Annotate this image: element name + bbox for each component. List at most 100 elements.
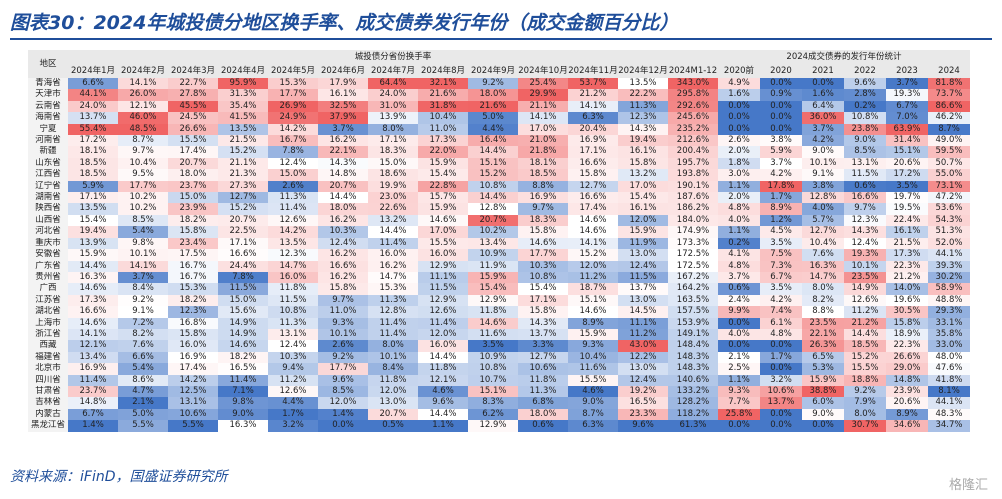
value-cell: 16.9%: [168, 351, 218, 364]
value-cell: 64.4%: [368, 78, 418, 90]
value-cell: 7.1%: [218, 385, 268, 398]
group-header: 2024成交债券的发行年份统计: [718, 50, 970, 64]
value-cell: 15.9%: [418, 203, 468, 215]
value-cell: 1.1%: [718, 226, 760, 238]
value-cell: 46.0%: [118, 112, 168, 124]
value-cell: 7.5%: [760, 249, 802, 261]
value-cell: 4.7%: [118, 385, 168, 398]
data-row: 安徽省 15.9% 10.1% 17.5% 16.6% 12.3% 16.2% 16.0% 16…: [28, 249, 970, 261]
value-cell: 8.9%: [760, 203, 802, 215]
value-cell: 73.1%: [928, 180, 970, 193]
value-cell: 3.7%: [118, 271, 168, 284]
value-cell: 14.4%: [844, 328, 886, 341]
data-row: 宁夏 55.4% 48.5% 26.6% 13.5% 14.2% 3.7% 8.0% 11.0%…: [28, 123, 970, 136]
value-cell: 13.5%: [218, 123, 268, 136]
value-cell: 1.2%: [760, 214, 802, 227]
value-cell: 10.9%: [468, 249, 518, 261]
value-cell: 0.0%: [760, 408, 802, 421]
value-cell: 16.1%: [618, 203, 668, 215]
value-cell: 12.3%: [844, 214, 886, 227]
value-cell: 8.8%: [802, 306, 844, 318]
value-cell: 17.3%: [68, 294, 118, 307]
region-cell: 江苏省: [28, 294, 68, 307]
data-row: 甘肃省 23.7% 4.7% 12.5% 7.1% 12.6% 8.5% 12.0% 4.6% 1…: [28, 385, 970, 398]
value-cell: 0.0%: [718, 123, 760, 136]
region-cell: 新疆: [28, 146, 68, 158]
value-cell: 12.0%: [418, 328, 468, 341]
value-cell: 33.1%: [928, 317, 970, 329]
value-cell: 25.8%: [718, 408, 760, 421]
value-cell: 29.0%: [886, 363, 928, 375]
column-header: 2024M1-12: [668, 64, 718, 78]
value-cell: 6.0%: [802, 397, 844, 409]
value-cell: 18.5%: [68, 169, 118, 181]
data-row: 福建省 13.4% 6.6% 16.9% 18.2% 10.3% 9.2% 10.1% 14.4…: [28, 351, 970, 364]
column-header: 2024年8月: [418, 64, 468, 78]
value-cell: 10.1%: [118, 249, 168, 261]
value-cell: 4.2%: [760, 294, 802, 307]
value-cell: 14.8%: [68, 397, 118, 409]
data-row: 重庆市 13.9% 9.8% 23.4% 17.1% 13.5% 12.4% 11.4% 15.…: [28, 237, 970, 250]
value-cell: 47.2%: [928, 192, 970, 204]
watermark: 格隆汇: [948, 478, 988, 493]
value-cell: 10.2%: [468, 226, 518, 238]
value-cell: 7.4%: [760, 306, 802, 318]
value-cell: 235.2%: [668, 123, 718, 136]
value-cell: 0.0%: [760, 100, 802, 113]
value-cell: 16.9%: [568, 135, 618, 147]
value-cell: 15.5%: [168, 135, 218, 147]
value-cell: 21.2%: [886, 271, 928, 284]
value-cell: 2.0%: [718, 192, 760, 204]
value-cell: 17.2%: [68, 135, 118, 147]
data-row: 江西省 18.5% 9.5% 18.0% 21.3% 15.0% 14.8% 18.6% 15.…: [28, 169, 970, 181]
value-cell: 0.0%: [802, 420, 844, 432]
value-cell: 6.7%: [886, 100, 928, 113]
value-cell: 20.6%: [886, 157, 928, 170]
value-cell: 14.7%: [802, 271, 844, 284]
value-cell: 12.6%: [268, 214, 318, 227]
value-cell: 9.5%: [118, 169, 168, 181]
value-cell: 11.4%: [68, 374, 118, 386]
value-cell: 10.4%: [568, 351, 618, 364]
value-cell: 14.9%: [218, 328, 268, 341]
value-cell: 17.7%: [318, 363, 368, 375]
value-cell: 14.6%: [68, 317, 118, 329]
value-cell: 45.5%: [168, 100, 218, 113]
value-cell: 3.5%: [886, 180, 928, 193]
column-header: 2024年4月: [218, 64, 268, 78]
region-cell: 内蒙古: [28, 408, 68, 421]
value-cell: 5.0%: [118, 408, 168, 421]
value-cell: 12.8%: [468, 203, 518, 215]
value-cell: 11.8%: [518, 374, 568, 386]
value-cell: 0.6%: [844, 180, 886, 193]
value-cell: 17.2%: [886, 169, 928, 181]
value-cell: 15.3%: [168, 283, 218, 295]
value-cell: 1.7%: [760, 192, 802, 204]
value-cell: 164.2%: [668, 283, 718, 295]
value-cell: 10.6%: [168, 408, 218, 421]
value-cell: 149.1%: [668, 328, 718, 341]
value-cell: 15.0%: [268, 169, 318, 181]
value-cell: 15.1%: [468, 385, 518, 398]
region-cell: 安徽省: [28, 249, 68, 261]
region-cell: 山西省: [28, 214, 68, 227]
value-cell: 86.6%: [928, 100, 970, 113]
value-cell: 19.7%: [886, 192, 928, 204]
value-cell: 10.7%: [468, 374, 518, 386]
value-cell: 3.5%: [468, 340, 518, 352]
value-cell: 21.3%: [218, 169, 268, 181]
value-cell: 8.9%: [568, 317, 618, 329]
value-cell: 14.9%: [844, 283, 886, 295]
value-cell: 16.1%: [318, 89, 368, 101]
value-cell: 47.6%: [928, 363, 970, 375]
value-cell: 48.5%: [118, 123, 168, 136]
value-cell: 16.2%: [318, 271, 368, 284]
value-cell: 13.9%: [368, 112, 418, 124]
value-cell: 4.0%: [718, 214, 760, 227]
value-cell: 8.8%: [518, 180, 568, 193]
group-header: 城投债分省份换手率: [68, 50, 718, 64]
value-cell: 17.1%: [368, 135, 418, 147]
value-cell: 18.0%: [318, 203, 368, 215]
value-cell: 16.3%: [802, 260, 844, 272]
value-cell: 5.4%: [118, 226, 168, 238]
